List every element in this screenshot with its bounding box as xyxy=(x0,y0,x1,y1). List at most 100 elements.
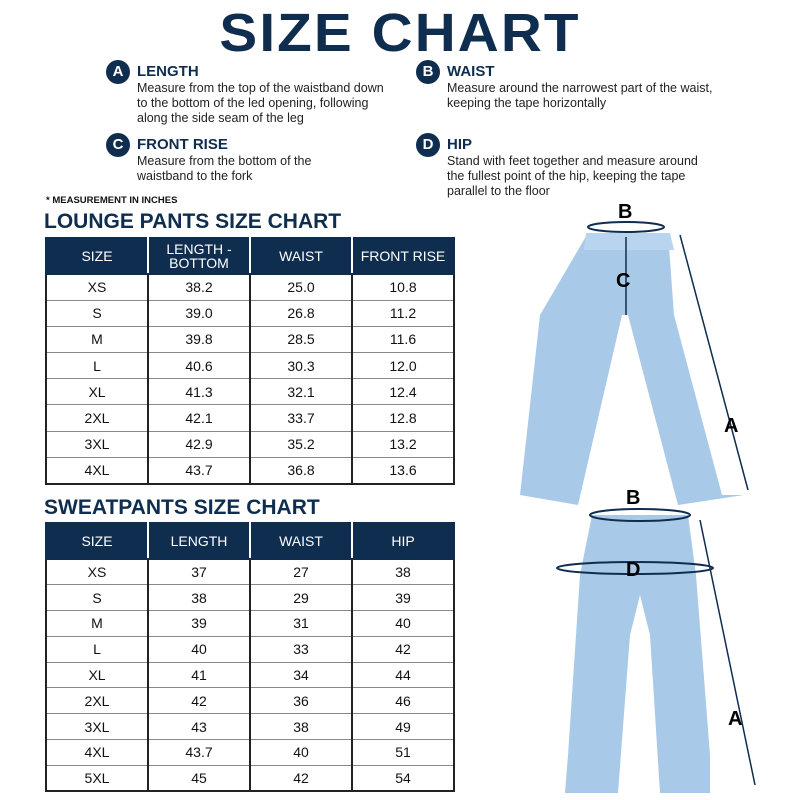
definition-hip: D HIP Stand with feet together and measu… xyxy=(416,133,736,199)
measurement-note: * MEASUREMENT IN INCHES xyxy=(46,195,178,206)
column-header: SIZE xyxy=(45,237,149,275)
table-cell: 49 xyxy=(351,713,455,741)
definition-title: FRONT RISE xyxy=(137,136,228,153)
definition-text: Measure from the top of the waistband do… xyxy=(137,81,384,125)
table-cell: 33.7 xyxy=(249,404,353,432)
table-cell: M xyxy=(45,325,149,354)
table-cell: 31 xyxy=(249,610,353,637)
table-row: XS 37 27 38 xyxy=(45,558,455,586)
table-row: 5XL 45 42 54 xyxy=(45,764,455,793)
table-cell: 5XL xyxy=(45,764,149,793)
lounge-size-table: SIZE LENGTH - BOTTOM WAIST FRONT RISE XS 38.2… xyxy=(45,237,455,485)
table-row: M 39.8 28.5 11.6 xyxy=(45,325,455,354)
table-cell: 42 xyxy=(351,635,455,663)
table-cell: 12.0 xyxy=(351,352,455,380)
table-row: L 40 33 42 xyxy=(45,635,455,663)
table-cell: 35.2 xyxy=(249,430,353,458)
table-cell: S xyxy=(45,299,149,327)
table-cell: 3XL xyxy=(45,430,149,458)
definition-text: Measure around the narrowest part of the… xyxy=(447,81,713,110)
column-header: LENGTH - BOTTOM xyxy=(147,237,251,275)
label-c: C xyxy=(616,270,630,292)
table-row: 3XL 42.9 35.2 13.2 xyxy=(45,430,455,458)
column-header: HIP xyxy=(351,522,455,560)
table-cell: 12.8 xyxy=(351,404,455,432)
lounge-pants-illustration xyxy=(520,221,749,505)
table-cell: 40.6 xyxy=(147,352,251,380)
table-cell: M xyxy=(45,610,149,637)
badge-d: D xyxy=(416,133,440,157)
table-cell: 45 xyxy=(147,764,251,793)
sweat-table-title: SWEATPANTS SIZE CHART xyxy=(44,496,320,519)
label-a: A xyxy=(724,415,738,437)
definition-title: LENGTH xyxy=(137,63,199,80)
table-cell: 13.6 xyxy=(351,456,455,485)
table-cell: 11.6 xyxy=(351,325,455,354)
table-cell: XL xyxy=(45,378,149,406)
table-cell: 26.8 xyxy=(249,299,353,327)
table-row: S 39.0 26.8 11.2 xyxy=(45,299,455,327)
table-cell: 46 xyxy=(351,687,455,715)
table-cell: 42 xyxy=(147,687,251,715)
table-cell: 34 xyxy=(249,661,353,689)
table-cell: 11.2 xyxy=(351,299,455,327)
table-row: XS 38.2 25.0 10.8 xyxy=(45,273,455,301)
pants-diagram: B C A B D A xyxy=(520,201,756,793)
definition-title: WAIST xyxy=(447,63,495,80)
table-cell: 25.0 xyxy=(249,273,353,301)
table-cell: 28.5 xyxy=(249,325,353,354)
table-cell: 3XL xyxy=(45,713,149,741)
definition-text: Stand with feet together and measure aro… xyxy=(447,154,698,198)
column-header: LENGTH xyxy=(147,522,251,560)
table-cell: 2XL xyxy=(45,404,149,432)
table-cell: 37 xyxy=(147,558,251,586)
table-row: L 40.6 30.3 12.0 xyxy=(45,352,455,380)
table-cell: 33 xyxy=(249,635,353,663)
table-cell: XL xyxy=(45,661,149,689)
table-cell: 43.7 xyxy=(147,739,251,766)
table-row: 3XL 43 38 49 xyxy=(45,713,455,741)
table-cell: 44 xyxy=(351,661,455,689)
table-row: XL 41.3 32.1 12.4 xyxy=(45,378,455,406)
table-row: 2XL 42.1 33.7 12.8 xyxy=(45,404,455,432)
table-cell: 42.1 xyxy=(147,404,251,432)
table-row: 4XL 43.7 40 51 xyxy=(45,739,455,766)
table-cell: 40 xyxy=(147,635,251,663)
lounge-table-title: LOUNGE PANTS SIZE CHART xyxy=(44,210,342,233)
table-cell: S xyxy=(45,584,149,612)
table-cell: 40 xyxy=(351,610,455,637)
label-a: A xyxy=(728,708,742,730)
table-cell: L xyxy=(45,635,149,663)
label-b: B xyxy=(626,487,640,509)
table-cell: 41.3 xyxy=(147,378,251,406)
table-cell: 38.2 xyxy=(147,273,251,301)
page-title: SIZE CHART xyxy=(219,3,581,63)
table-cell: 4XL xyxy=(45,739,149,766)
column-header: FRONT RISE xyxy=(351,237,455,275)
definition-title: HIP xyxy=(447,136,473,153)
table-row: 2XL 42 36 46 xyxy=(45,687,455,715)
sweatpants-illustration xyxy=(556,508,756,793)
table-cell: 42 xyxy=(249,764,353,793)
table-cell: 51 xyxy=(351,739,455,766)
table-cell: XS xyxy=(45,558,149,586)
table-cell: 2XL xyxy=(45,687,149,715)
badge-a: A xyxy=(106,60,130,84)
table-row: 4XL 43.7 36.8 13.6 xyxy=(45,456,455,485)
table-cell: 4XL xyxy=(45,456,149,485)
label-b: B xyxy=(618,201,632,223)
badge-b: B xyxy=(416,60,440,84)
badge-c: C xyxy=(106,133,130,157)
table-cell: 39 xyxy=(351,584,455,612)
table-cell: 40 xyxy=(249,739,353,766)
table-cell: 43.7 xyxy=(147,456,251,485)
table-cell: 38 xyxy=(249,713,353,741)
table-cell: 32.1 xyxy=(249,378,353,406)
table-cell: 36 xyxy=(249,687,353,715)
table-cell: XS xyxy=(45,273,149,301)
table-cell: 39 xyxy=(147,610,251,637)
definition-front-rise: C FRONT RISE Measure from the bottom of … xyxy=(106,133,426,184)
table-cell: 41 xyxy=(147,661,251,689)
table-cell: 30.3 xyxy=(249,352,353,380)
definition-waist: B WAIST Measure around the narrowest par… xyxy=(416,60,736,111)
